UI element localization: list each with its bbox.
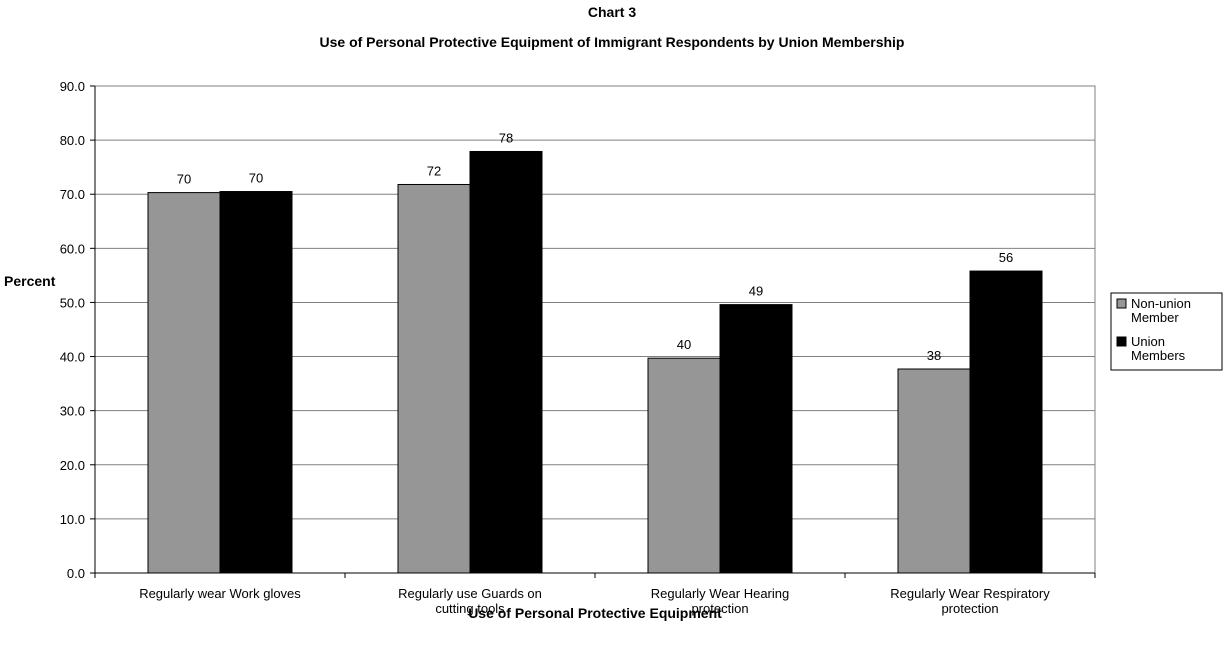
bar (219, 191, 293, 574)
bars (147, 150, 1043, 574)
bar (897, 368, 971, 574)
x-tick-label: Regularly wear Work gloves (139, 586, 301, 601)
y-tick-label: 10.0 (60, 512, 85, 527)
data-label: 78 (499, 130, 513, 145)
data-label: 40 (677, 337, 691, 352)
legend-box (1110, 292, 1223, 371)
y-tick-label: 60.0 (60, 241, 85, 256)
y-tick-label: 50.0 (60, 295, 85, 310)
bar (969, 270, 1043, 574)
data-label: 70 (177, 172, 191, 187)
bar (397, 183, 471, 574)
legend-swatch (1116, 298, 1127, 309)
x-tick-labels: Regularly wear Work gloves Regularly use … (139, 586, 1050, 616)
data-label: 49 (749, 284, 763, 299)
y-tick-label: 70.0 (60, 187, 85, 202)
y-ticks: 0.0 10.0 20.0 30.0 40.0 50.0 60.0 70.0 80.0 90.0 (60, 79, 95, 581)
y-tick-label: 30.0 (60, 404, 85, 419)
y-axis-title: Percent (4, 273, 56, 289)
data-label: 56 (999, 250, 1013, 265)
y-tick-label: 80.0 (60, 133, 85, 148)
data-labels: 70 70 72 78 40 49 38 56 (177, 130, 1013, 363)
chart-subtitle: Use of Personal Protective Equipment of … (320, 34, 905, 50)
bar (469, 150, 543, 574)
x-tick-label: Regularly Wear Respiratory protection (890, 586, 1050, 616)
y-tick-label: 20.0 (60, 458, 85, 473)
data-label: 70 (249, 171, 263, 186)
y-tick-label: 0.0 (67, 566, 85, 581)
x-ticks (94, 573, 1096, 578)
legend-swatch (1116, 336, 1127, 347)
bar (147, 192, 221, 574)
legend-label: Non-union Member (1131, 296, 1191, 325)
data-label: 38 (927, 348, 941, 363)
bar (647, 357, 721, 574)
legend: Non-union Member Union Members (1110, 292, 1223, 371)
chart-title: Chart 3 (588, 4, 636, 20)
data-label: 72 (427, 163, 441, 178)
x-axis-title: Use of Personal Protective Equipment (468, 605, 722, 621)
y-tick-label: 90.0 (60, 79, 85, 94)
y-tick-label: 40.0 (60, 350, 85, 365)
x-tick-label: Regularly Wear Hearing protection (651, 586, 790, 616)
legend-label: Union Members (1131, 334, 1186, 363)
bar (719, 304, 793, 574)
x-tick-label: Regularly use Guards on cutting tools (398, 586, 542, 616)
